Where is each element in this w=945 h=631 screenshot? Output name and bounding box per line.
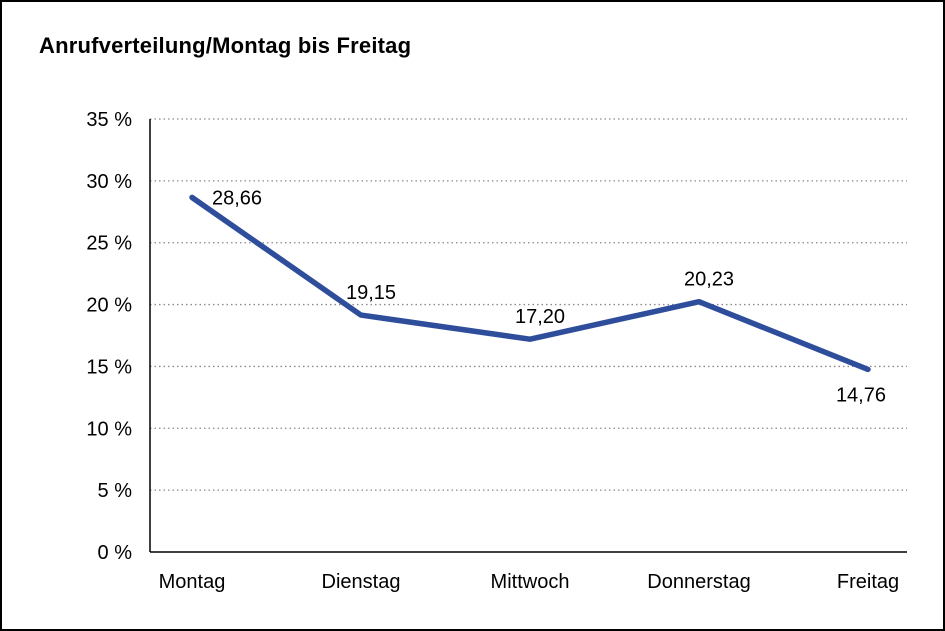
y-tick-label: 35 % bbox=[86, 109, 132, 131]
y-tick-label: 30 % bbox=[86, 171, 132, 193]
y-tick-label: 10 % bbox=[86, 418, 132, 440]
y-tick-label: 20 % bbox=[86, 295, 132, 317]
y-tick-label: 5 % bbox=[98, 480, 133, 502]
data-point-label: 19,15 bbox=[346, 282, 396, 304]
x-category-label: Mittwoch bbox=[491, 571, 570, 593]
data-point-label: 14,76 bbox=[836, 384, 886, 406]
data-point-label: 28,66 bbox=[212, 187, 262, 209]
y-tick-label: 15 % bbox=[86, 356, 132, 378]
data-point-label: 20,23 bbox=[684, 269, 734, 291]
y-tick-label: 0 % bbox=[98, 542, 133, 564]
series-line bbox=[189, 194, 871, 373]
x-category-label: Montag bbox=[159, 571, 226, 593]
chart-title: Anrufverteilung/Montag bis Freitag bbox=[39, 33, 412, 58]
data-point-label: 17,20 bbox=[515, 306, 565, 328]
x-category-label: Donnerstag bbox=[647, 571, 750, 593]
x-category-label: Freitag bbox=[837, 571, 899, 593]
x-category-label: Dienstag bbox=[322, 571, 401, 593]
y-tick-label: 25 % bbox=[86, 233, 132, 255]
